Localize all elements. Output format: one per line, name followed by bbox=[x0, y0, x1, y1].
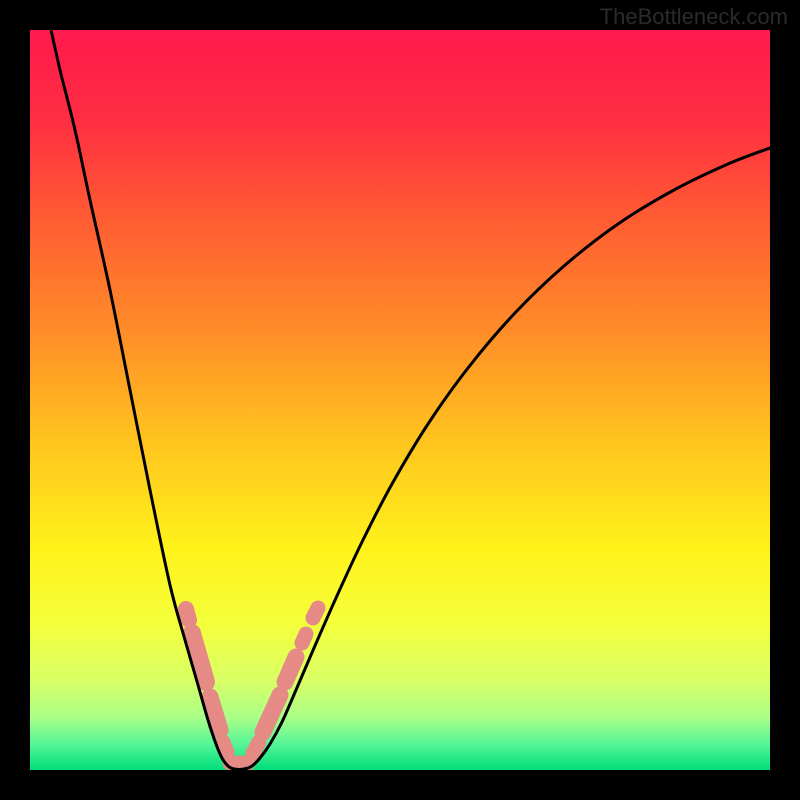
chart-svg bbox=[30, 30, 770, 770]
plot-area bbox=[30, 30, 770, 770]
marker-capsule bbox=[302, 634, 306, 643]
marker-capsule bbox=[253, 742, 259, 753]
marker-capsule bbox=[223, 742, 227, 752]
marker-capsule bbox=[285, 657, 296, 682]
outer-frame: TheBottleneck.com bbox=[0, 0, 800, 800]
marker-capsule bbox=[313, 608, 318, 618]
watermark-text: TheBottleneck.com bbox=[600, 4, 788, 30]
marker-capsule bbox=[186, 609, 189, 620]
gradient-background bbox=[30, 30, 770, 770]
marker-capsule bbox=[210, 697, 220, 730]
